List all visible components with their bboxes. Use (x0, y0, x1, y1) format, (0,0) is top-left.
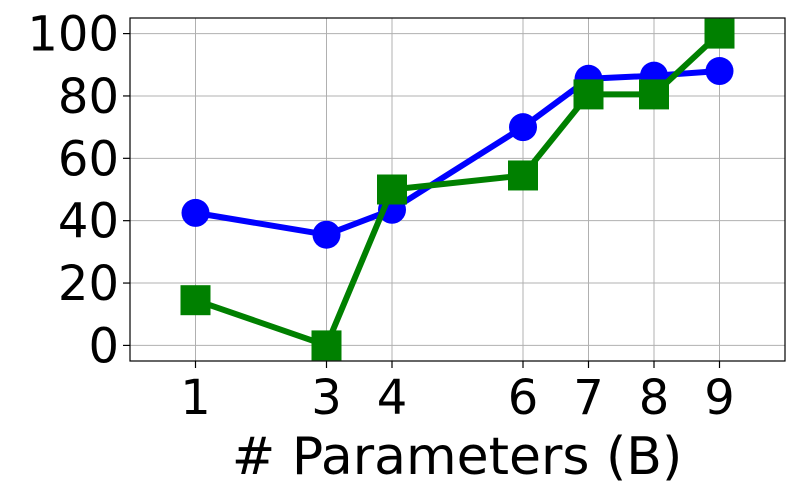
data-point-square (377, 174, 407, 205)
data-point-circle (509, 113, 537, 142)
x-tick-label: 8 (639, 370, 670, 426)
data-point-square (508, 160, 538, 191)
x-tick-label: 6 (508, 370, 539, 426)
x-tick-label: 7 (573, 370, 604, 426)
data-point-square (180, 285, 211, 316)
x-tick-label: 4 (377, 370, 408, 426)
y-tick-label: 40 (58, 194, 119, 250)
tick-layer: 1 3 4 6 7 8 9 0 20 40 60 80 100 (27, 7, 734, 426)
x-tick-label: 3 (311, 370, 342, 426)
data-point-square (311, 330, 342, 361)
plot-frame (129, 17, 786, 362)
data-point-square (704, 18, 735, 49)
series-layer (180, 18, 735, 361)
y-tick-label: 0 (88, 318, 119, 374)
y-tick-label: 20 (58, 256, 119, 312)
y-tick-label: 80 (58, 69, 119, 125)
x-tick-label: 9 (704, 370, 735, 426)
y-tick-label: 60 (58, 131, 119, 187)
data-point-circle (705, 57, 734, 86)
data-point-square (639, 79, 669, 110)
data-point-circle (312, 220, 341, 249)
x-tick-label: 1 (180, 370, 211, 426)
data-point-circle (181, 198, 210, 227)
data-point-square (573, 79, 604, 110)
series-1 (180, 18, 735, 361)
x-axis-label: # Parameters (B) (232, 427, 683, 487)
y-tick-label: 100 (27, 7, 119, 63)
